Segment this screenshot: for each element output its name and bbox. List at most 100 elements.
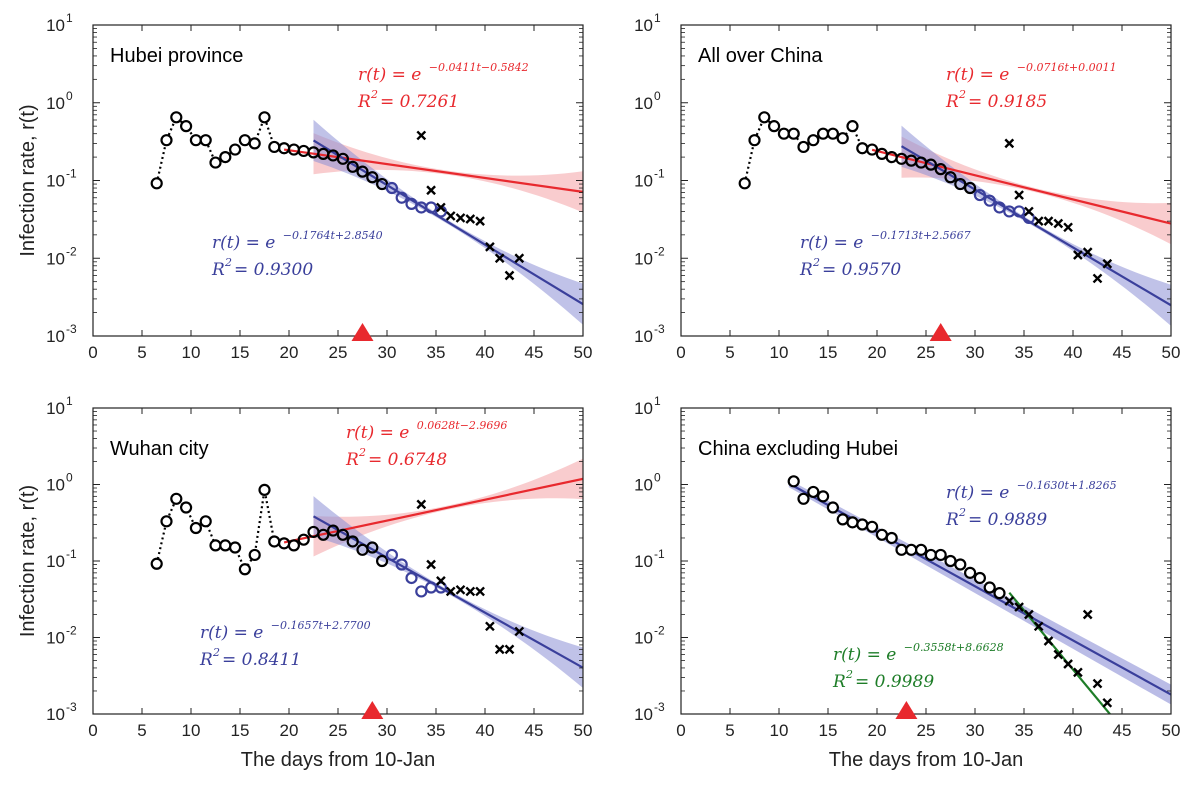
- y-tick-label-exponent: 0: [66, 471, 73, 485]
- data-point-circle: [905, 543, 918, 556]
- data-point-circle: [238, 563, 251, 576]
- equation-r2-power: 2: [958, 506, 966, 519]
- data-point-cross: [504, 270, 515, 281]
- equation-r2-value: = 0.9889: [968, 510, 1047, 530]
- data-point-circle: [944, 171, 957, 184]
- data-point-cross: [514, 626, 525, 637]
- data-point-cross: [455, 213, 466, 223]
- x-tick-label: 30: [378, 343, 397, 362]
- data-point-circle: [924, 158, 938, 171]
- y-tick-label-exponent: -3: [66, 700, 77, 714]
- data-point-circle: [297, 533, 310, 546]
- y-tick-label: 10: [634, 476, 653, 495]
- x-tick-label: 30: [966, 343, 985, 362]
- data-point-cross: [475, 586, 485, 597]
- equation-r2: R: [357, 92, 371, 112]
- data-point-circle: [425, 201, 438, 214]
- data-point-cross: [1004, 596, 1015, 606]
- x-tick-label: 15: [819, 721, 838, 740]
- x-tick-label: 45: [525, 343, 544, 362]
- x-tick-label: 10: [770, 721, 789, 740]
- x-tick-label: 10: [770, 343, 789, 362]
- y-tick-label: 10: [46, 16, 65, 35]
- data-point-cross: [1043, 216, 1054, 227]
- y-tick-label: 10: [634, 629, 653, 648]
- data-point-circle: [268, 140, 281, 154]
- data-point-cross: [1004, 138, 1015, 149]
- panel-title: Hubei province: [110, 45, 243, 67]
- data-point-circle: [268, 535, 281, 548]
- plot-area: [787, 475, 1171, 714]
- data-point-circle: [875, 528, 889, 541]
- data-point-circle: [150, 177, 163, 190]
- data-point-circle: [816, 127, 830, 140]
- data-point-cross: [1053, 218, 1064, 229]
- x-tick-label: 35: [1015, 343, 1034, 362]
- data-point-cross: [1024, 206, 1034, 217]
- data-point-circle: [405, 571, 418, 585]
- y-tick-label: 10: [634, 172, 653, 191]
- data-point-circle: [954, 177, 967, 191]
- data-point-cross: [1092, 678, 1103, 689]
- data-point-circle: [993, 201, 1006, 214]
- data-point-cross: [1073, 667, 1083, 678]
- x-tick-label: 5: [137, 343, 146, 362]
- equation-r2-power: 2: [845, 668, 853, 681]
- y-tick-label: 10: [46, 172, 65, 191]
- data-point-circle: [836, 513, 849, 526]
- x-tick-label: 10: [182, 343, 201, 362]
- data-point-circle: [816, 490, 830, 503]
- equation-lhs: r(t) = e: [358, 65, 421, 85]
- data-point-circle: [376, 554, 389, 568]
- data-point-circle: [787, 127, 800, 140]
- data-point-circle: [180, 120, 193, 133]
- data-point-cross: [1033, 621, 1044, 632]
- x-tick-label: 10: [182, 721, 201, 740]
- equation-r2-value: = 0.9300: [234, 260, 313, 280]
- x-tick-label: 45: [1113, 343, 1132, 362]
- data-point-cross: [514, 253, 525, 264]
- x-tick-label: 30: [378, 721, 397, 740]
- blue-fit-equation: r(t) = e −0.1764t+2.8540 R 2 = 0.9300: [211, 229, 383, 280]
- data-point-cross: [436, 202, 446, 213]
- equation-r2-value: = 0.9185: [968, 92, 1047, 112]
- blue-fit-equation: r(t) = e −0.1713t+2.5667 R 2 = 0.9570: [799, 229, 971, 280]
- data-point-circle: [963, 181, 977, 195]
- data-point-circle: [199, 134, 212, 147]
- x-tick-label: 25: [329, 721, 348, 740]
- data-point-circle: [199, 515, 212, 528]
- triangle-marker: [895, 701, 918, 719]
- equation-r2-value: = 0.8411: [222, 650, 301, 670]
- y-tick-label-exponent: -3: [654, 700, 665, 714]
- data-point-circle: [346, 160, 359, 173]
- x-tick-label: 0: [88, 721, 97, 740]
- data-point-circle: [248, 548, 261, 562]
- equation-exponent: −0.1764t+2.8540: [283, 229, 383, 242]
- red-fit-line: [871, 148, 1171, 225]
- data-point-circle: [395, 558, 408, 571]
- data-point-circle: [934, 163, 947, 176]
- y-tick-label-exponent: -1: [654, 167, 665, 181]
- data-point-circle: [278, 142, 291, 155]
- data-point-circle: [914, 543, 928, 556]
- equation-lhs: r(t) = e: [346, 423, 409, 443]
- data-point-circle: [385, 548, 398, 562]
- data-point-circle: [924, 548, 938, 562]
- data-point-circle: [846, 516, 859, 529]
- y-tick-label-exponent: 0: [654, 471, 661, 485]
- y-tick-label-exponent: 0: [654, 89, 661, 103]
- y-tick-label-exponent: -2: [654, 624, 665, 638]
- x-axis-label: The days from 10-Jan: [829, 749, 1024, 771]
- data-point-circle: [954, 558, 967, 571]
- data-point-cross: [426, 185, 436, 196]
- red-fit-equation: r(t) = e 0.0628t−2.9696 R 2 = 0.6748: [345, 419, 507, 470]
- data-point-circle: [180, 501, 193, 514]
- data-point-cross: [416, 130, 427, 141]
- red-fit-equation: r(t) = e −0.0411t−0.5842 R 2 = 0.7261: [357, 61, 529, 112]
- equation-r2: R: [199, 650, 213, 670]
- y-tick-label-exponent: -1: [66, 547, 77, 561]
- data-point-circle: [376, 177, 389, 191]
